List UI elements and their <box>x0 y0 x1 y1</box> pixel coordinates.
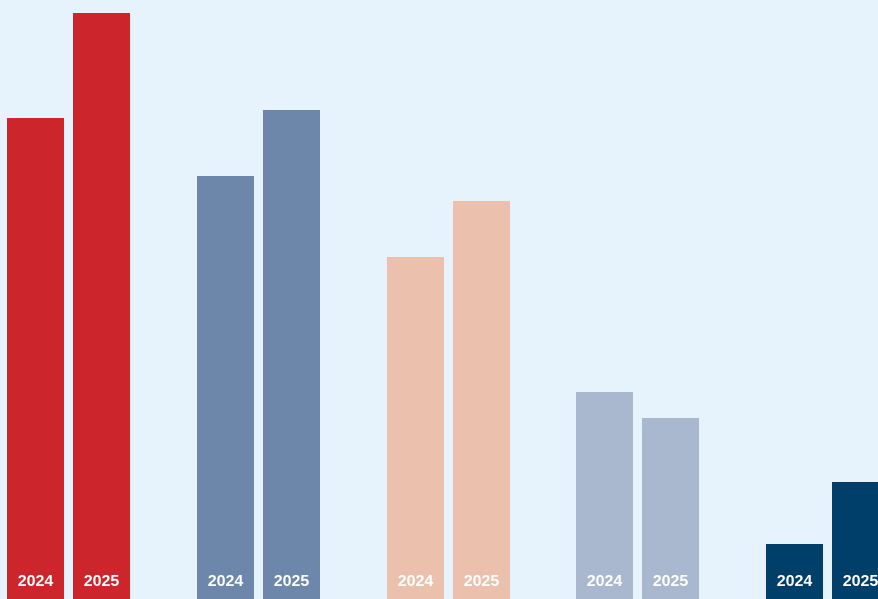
bar-group5-2025 <box>832 482 878 599</box>
bar-group2-2024 <box>197 176 254 599</box>
bar-label-group2-2025: 2025 <box>274 573 310 590</box>
bar-group3-2024 <box>387 257 444 599</box>
bar-group4-2025 <box>642 418 699 599</box>
bar-group5-2024 <box>766 544 823 599</box>
bar-label-group1-2025: 2025 <box>84 573 120 590</box>
bar-group2-2025 <box>263 110 320 599</box>
bar-label-group3-2024: 2024 <box>398 573 434 590</box>
bar-label-group3-2025: 2025 <box>464 573 500 590</box>
bar-label-group5-2025: 2025 <box>843 573 878 590</box>
bar-label-group2-2024: 2024 <box>208 573 244 590</box>
bar-label-group5-2024: 2024 <box>777 573 813 590</box>
bar-group1-2025 <box>73 13 130 599</box>
bar-label-group4-2024: 2024 <box>587 573 623 590</box>
bar-group4-2024 <box>576 392 633 599</box>
bar-group3-2025 <box>453 201 510 599</box>
bar-group1-2024 <box>7 118 64 599</box>
bar-label-group4-2025: 2025 <box>653 573 689 590</box>
bar-label-group1-2024: 2024 <box>18 573 54 590</box>
